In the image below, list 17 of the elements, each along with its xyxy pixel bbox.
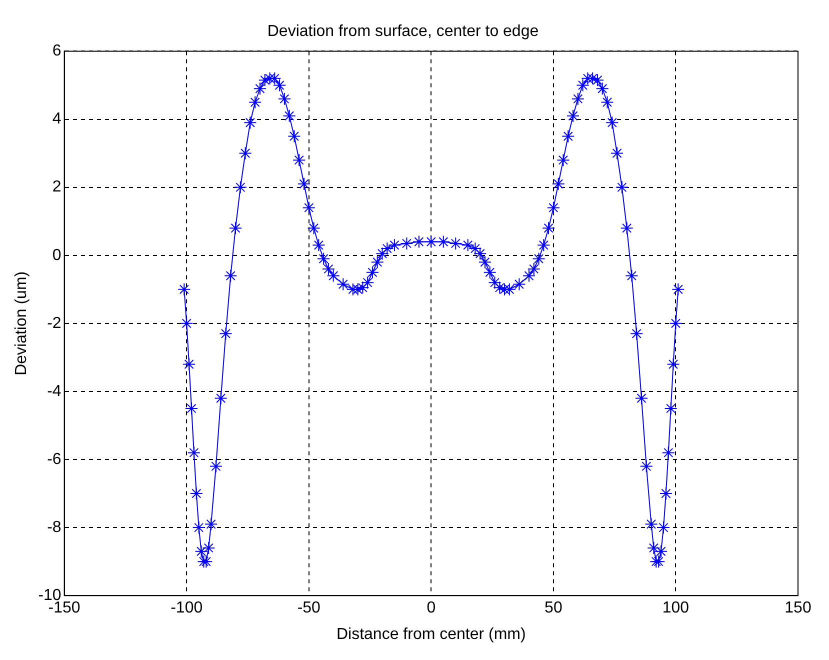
x-tick-label: -50 bbox=[297, 600, 321, 617]
y-tick-label: -2 bbox=[47, 314, 62, 332]
chart-title: Deviation from surface, center to edge bbox=[267, 23, 539, 40]
x-tick-label: 100 bbox=[662, 600, 690, 617]
x-tick-label: 0 bbox=[426, 600, 436, 617]
y-tick-label: 4 bbox=[52, 110, 62, 128]
y-tick-label: 0 bbox=[52, 246, 62, 264]
y-tick-label: -8 bbox=[47, 518, 62, 536]
x-tick-label: -100 bbox=[170, 600, 203, 617]
x-tick-label: 150 bbox=[784, 600, 812, 617]
y-tick-label: 2 bbox=[52, 178, 62, 196]
y-tick-label: -6 bbox=[47, 450, 62, 468]
x-axis-title: Distance from center (mm) bbox=[336, 626, 526, 643]
x-tick-label: 50 bbox=[544, 600, 562, 617]
y-axis-title: Deviation (um) bbox=[13, 271, 30, 376]
y-tick-label: 6 bbox=[52, 42, 62, 60]
y-tick-label: -4 bbox=[47, 382, 62, 400]
